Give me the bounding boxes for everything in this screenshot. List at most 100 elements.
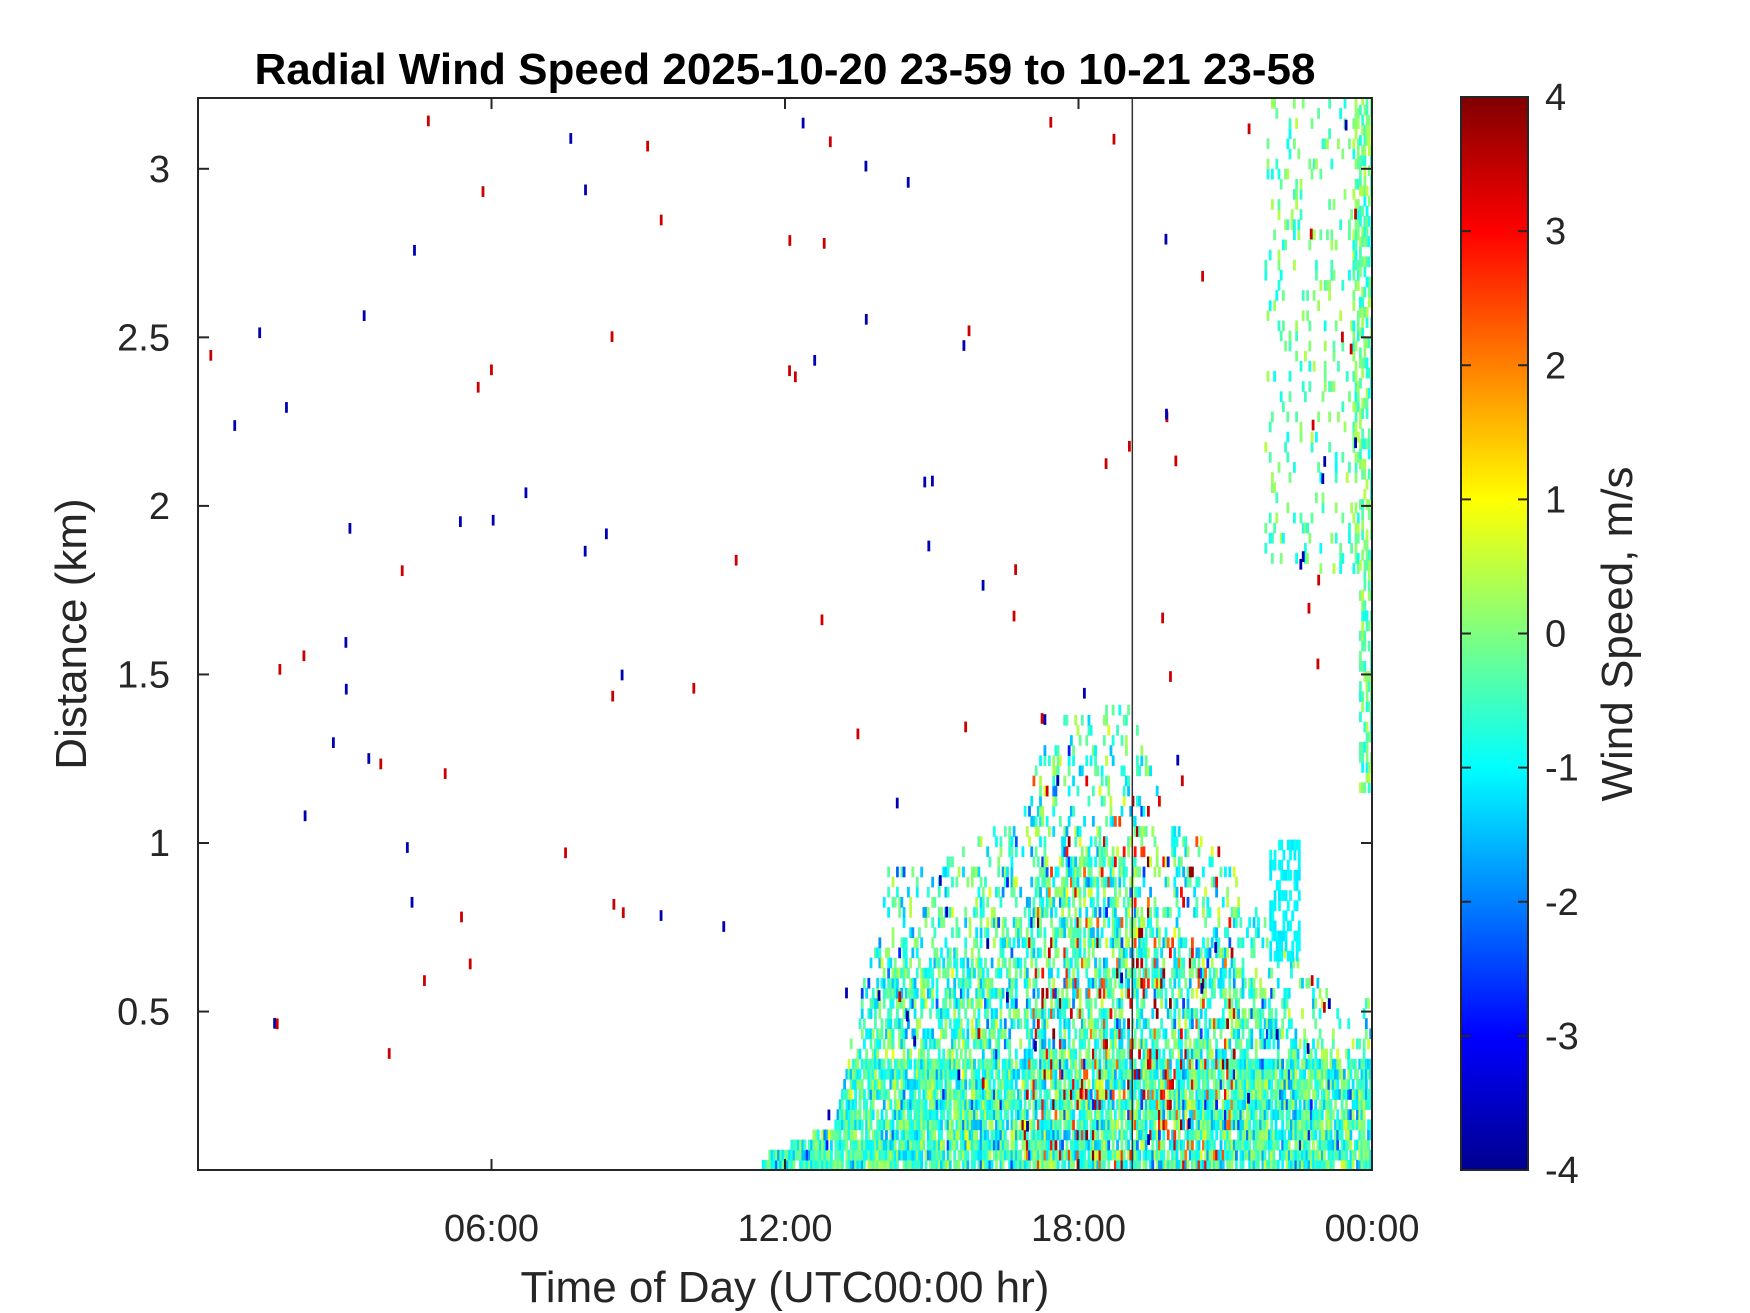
heatmap-cell [1146, 1058, 1150, 1070]
heatmap-cell [367, 753, 371, 764]
heatmap-cell [1359, 630, 1362, 642]
heatmap-cell [1219, 1149, 1223, 1161]
heatmap-cell [1171, 1159, 1174, 1170]
heatmap-cell [1102, 1149, 1106, 1161]
heatmap-cell [1241, 1068, 1245, 1080]
heatmap-cell [1102, 1139, 1106, 1151]
heatmap-cell [1204, 1149, 1208, 1161]
heatmap-cell [1274, 1008, 1278, 1019]
heatmap-cell [1312, 998, 1315, 1009]
heatmap-cell [995, 1058, 998, 1070]
heatmap-cell [1050, 1008, 1053, 1019]
heatmap-cell [1254, 1068, 1258, 1080]
heatmap-cell [1309, 1068, 1313, 1080]
heatmap-cell [1182, 998, 1186, 1009]
heatmap-cell [1219, 1109, 1223, 1121]
heatmap-cell [1213, 977, 1216, 989]
heatmap-cell [1006, 927, 1009, 938]
heatmap-cell [1069, 1099, 1073, 1110]
heatmap-cell [1173, 1159, 1177, 1170]
heatmap-cell [1028, 977, 1031, 989]
heatmap-cell [942, 998, 946, 1009]
heatmap-cell [990, 957, 994, 969]
heatmap-cell [1045, 1139, 1049, 1151]
heatmap-cell [904, 1149, 908, 1161]
heatmap-cell [1061, 998, 1064, 1009]
heatmap-cell [880, 1078, 884, 1090]
heatmap-cell [1361, 590, 1365, 601]
heatmap-cell [1281, 1109, 1285, 1121]
heatmap-cell [981, 579, 985, 591]
heatmap-cell [1367, 1099, 1370, 1110]
heatmap-cell [992, 987, 996, 999]
heatmap-cell [1315, 492, 1318, 504]
heatmap-cell [1155, 987, 1159, 999]
heatmap-cell [1348, 138, 1351, 150]
heatmap-cell [1276, 1058, 1280, 1070]
heatmap-cell [1054, 1078, 1058, 1090]
heatmap-cell [863, 1109, 866, 1121]
heatmap-cell [909, 1149, 913, 1161]
heatmap-cell [887, 1099, 891, 1110]
heatmap-cell [1061, 1159, 1064, 1170]
heatmap-cell [1367, 276, 1371, 288]
heatmap-cell [876, 1149, 880, 1161]
heatmap-cell [1067, 836, 1071, 847]
heatmap-cell [1041, 1058, 1045, 1070]
heatmap-cell [1028, 1149, 1031, 1161]
heatmap-cell [856, 1058, 860, 1070]
heatmap-cell [1168, 1068, 1172, 1080]
heatmap-cell [959, 1078, 963, 1090]
heatmap-cell [1076, 977, 1080, 989]
heatmap-cell [1365, 114, 1369, 126]
heatmap-cell [1118, 704, 1122, 716]
heatmap-cell [1001, 1129, 1005, 1141]
heatmap-cell [915, 1119, 919, 1131]
heatmap-cell [1208, 998, 1212, 1009]
heatmap-cell [891, 977, 895, 989]
heatmap-cell [1118, 1078, 1122, 1090]
heatmap-cell [1041, 1099, 1045, 1110]
heatmap-cell [1098, 1109, 1102, 1121]
heatmap-cell [1230, 1089, 1234, 1100]
heatmap-cell [1186, 1028, 1190, 1040]
heatmap-cell [1219, 866, 1223, 878]
heatmap-cell [1320, 1089, 1324, 1100]
heatmap-cell [1089, 1129, 1093, 1141]
heatmap-cell [1012, 1149, 1016, 1161]
heatmap-cell [1248, 1149, 1252, 1161]
heatmap-cell [1023, 937, 1027, 949]
heatmap-cell [1265, 1099, 1269, 1110]
heatmap-cell [1155, 1058, 1159, 1070]
heatmap-cell [1259, 987, 1263, 999]
heatmap-cell [975, 957, 979, 969]
heatmap-cell [1098, 937, 1102, 949]
heatmap-cell [1224, 1038, 1227, 1050]
heatmap-cell [1078, 1038, 1082, 1050]
heatmap-cell [1188, 1058, 1192, 1070]
heatmap-cell [1063, 998, 1067, 1009]
heatmap-cell [1111, 927, 1115, 938]
heatmap-cell [1195, 987, 1199, 999]
heatmap-cell [1287, 1008, 1291, 1019]
heatmap-cell [1296, 1089, 1300, 1100]
heatmap-cell [1323, 340, 1327, 352]
heatmap-cell [1352, 269, 1356, 281]
heatmap-cell [1307, 1129, 1311, 1141]
heatmap-cell [1118, 917, 1122, 928]
heatmap-cell [1025, 1078, 1029, 1090]
heatmap-cell [1277, 259, 1281, 271]
heatmap-cell [1320, 1099, 1324, 1110]
heatmap-cell [966, 1099, 970, 1110]
heatmap-cell [1017, 927, 1020, 938]
heatmap-cell [1127, 1018, 1130, 1030]
heatmap-cell [1305, 1159, 1309, 1170]
heatmap-cell [946, 856, 950, 868]
heatmap-cell [964, 1078, 968, 1090]
heatmap-cell [1144, 1149, 1148, 1161]
heatmap-cell [997, 866, 1001, 878]
heatmap-cell [909, 1058, 913, 1070]
heatmap-cell [893, 957, 897, 969]
heatmap-cell [1261, 1078, 1265, 1090]
heatmap-cell [988, 1078, 992, 1090]
